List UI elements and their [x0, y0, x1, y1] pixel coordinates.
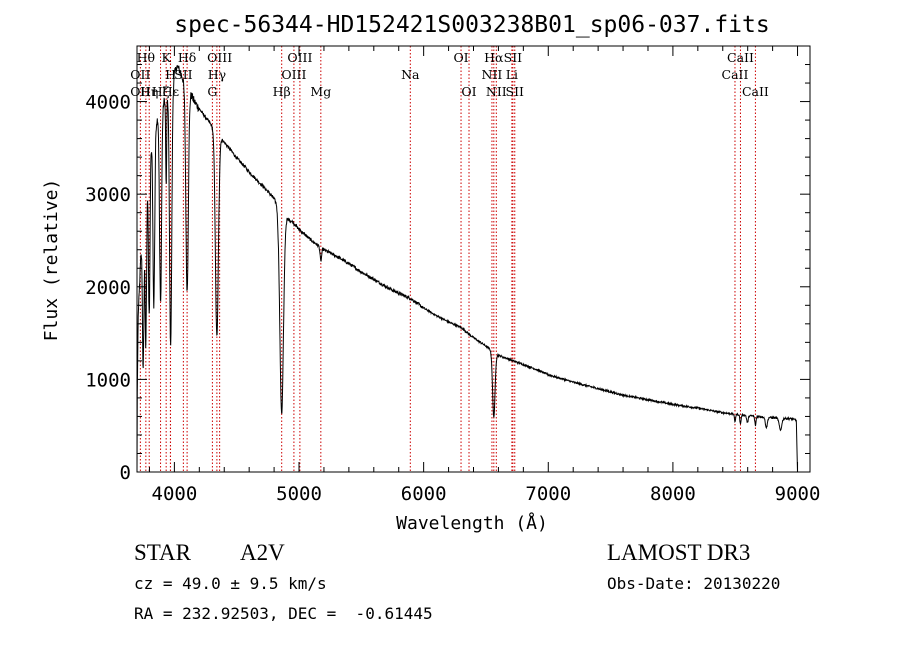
- line-marker-label: Li: [506, 67, 518, 82]
- y-tick-label: 2000: [85, 277, 131, 299]
- y-axis-label: Flux (relative): [41, 179, 62, 342]
- obs-date-text: Obs-Date: 20130220: [607, 574, 781, 593]
- object-class: STAR: [134, 540, 191, 565]
- y-tick-label: 4000: [85, 92, 131, 114]
- x-tick-label: 7000: [525, 483, 571, 505]
- line-marker-label: OI: [461, 84, 476, 99]
- line-marker-label: Na: [401, 67, 420, 82]
- y-tick-label: 3000: [85, 184, 131, 206]
- x-tick-label: 4000: [152, 483, 198, 505]
- coordinates-text: RA = 232.92503, DEC = -0.61445: [134, 604, 433, 623]
- line-marker-label: OIII: [287, 50, 312, 65]
- line-marker-label: Hθ: [137, 50, 155, 65]
- redshift-text: cz = 49.0 ± 9.5 km/s: [134, 574, 327, 593]
- line-marker-label: Hζ: [152, 84, 170, 99]
- chart-title: spec-56344-HD152421S003238B01_sp06-037.f…: [174, 12, 769, 38]
- x-tick-label: 9000: [775, 483, 821, 505]
- x-tick-label: 5000: [276, 483, 322, 505]
- line-marker-label: Hγ: [208, 67, 226, 82]
- line-marker-label: OI: [453, 50, 468, 65]
- spectrum-line: [136, 64, 798, 473]
- line-marker-label: Mg: [310, 84, 331, 99]
- x-axis: 4000 5000 6000 7000 8000 9000: [148, 46, 821, 505]
- y-tick-label: 0: [120, 462, 131, 484]
- line-marker-label: NII: [486, 84, 507, 99]
- line-marker-label: Hη: [140, 84, 158, 99]
- y-axis: 0 1000 2000 3000 4000: [85, 64, 810, 484]
- line-marker-label: CaII: [727, 50, 754, 65]
- object-subclass: A2V: [240, 540, 285, 565]
- line-marker-label: NII: [482, 67, 503, 82]
- line-marker-label: SII: [504, 50, 523, 65]
- line-marker-label: OIII: [207, 50, 232, 65]
- line-marker-group: [139, 46, 756, 472]
- x-axis-label: Wavelength (Å): [396, 512, 548, 534]
- line-marker-label: Hβ: [273, 84, 291, 99]
- line-marker-label: OII: [130, 84, 150, 99]
- line-marker-label: OII: [130, 67, 150, 82]
- y-tick-label: 1000: [85, 369, 131, 391]
- plot-frame: [136, 45, 811, 473]
- line-marker-label: CaII: [722, 67, 749, 82]
- x-tick-label: 6000: [401, 483, 447, 505]
- x-tick-label: 8000: [650, 483, 696, 505]
- line-marker-label: CaII: [742, 84, 769, 99]
- line-marker-label: Hα: [484, 50, 504, 65]
- line-marker-label: OIII: [281, 67, 306, 82]
- line-marker-label: H: [165, 67, 176, 82]
- survey-name: LAMOST DR3: [607, 540, 751, 565]
- line-marker-label: G: [207, 84, 217, 99]
- line-marker-label: Hδ: [178, 50, 196, 65]
- line-marker-label: Hε: [162, 84, 179, 99]
- line-marker-label: K: [161, 50, 171, 65]
- line-marker-label: SII: [506, 84, 525, 99]
